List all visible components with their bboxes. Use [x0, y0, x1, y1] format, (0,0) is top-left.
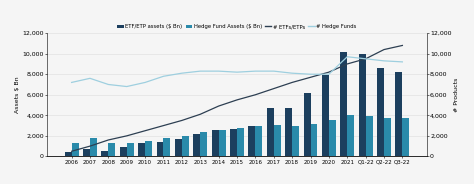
Bar — [285, 108, 292, 156]
Bar — [255, 125, 262, 156]
Bar — [90, 138, 97, 156]
Bar — [340, 52, 347, 156]
Y-axis label: Assets $ Bn: Assets $ Bn — [15, 76, 19, 113]
Bar — [145, 141, 152, 156]
Bar — [138, 143, 145, 156]
Bar — [303, 93, 310, 156]
Bar — [377, 68, 384, 156]
Bar — [267, 108, 274, 156]
Bar — [200, 132, 207, 156]
Bar — [72, 143, 79, 156]
Bar — [175, 139, 182, 156]
Bar — [274, 125, 281, 156]
Bar — [164, 138, 171, 156]
Bar — [359, 54, 365, 156]
Bar — [384, 118, 391, 156]
Bar — [347, 115, 354, 156]
Bar — [83, 149, 90, 156]
Bar — [156, 142, 164, 156]
Bar — [329, 121, 336, 156]
Bar — [219, 130, 226, 156]
Bar — [182, 136, 189, 156]
Bar — [127, 143, 134, 156]
Bar — [120, 147, 127, 156]
Bar — [365, 116, 373, 156]
Bar — [212, 130, 219, 156]
Bar — [395, 72, 402, 156]
Bar — [322, 75, 329, 156]
Legend: ETF/ETP assets ($ Bn), Hedge Fund Assets ($ Bn), # ETFs/ETPs, # Hedge Funds: ETF/ETP assets ($ Bn), Hedge Fund Assets… — [118, 24, 356, 29]
Bar — [402, 118, 410, 156]
Bar — [101, 151, 109, 156]
Bar — [248, 125, 255, 156]
Bar — [237, 128, 244, 156]
Bar — [109, 143, 115, 156]
Bar — [292, 125, 299, 156]
Bar — [230, 129, 237, 156]
Bar — [310, 123, 318, 156]
Y-axis label: # Products: # Products — [455, 78, 459, 112]
Bar — [64, 152, 72, 156]
Bar — [193, 134, 200, 156]
